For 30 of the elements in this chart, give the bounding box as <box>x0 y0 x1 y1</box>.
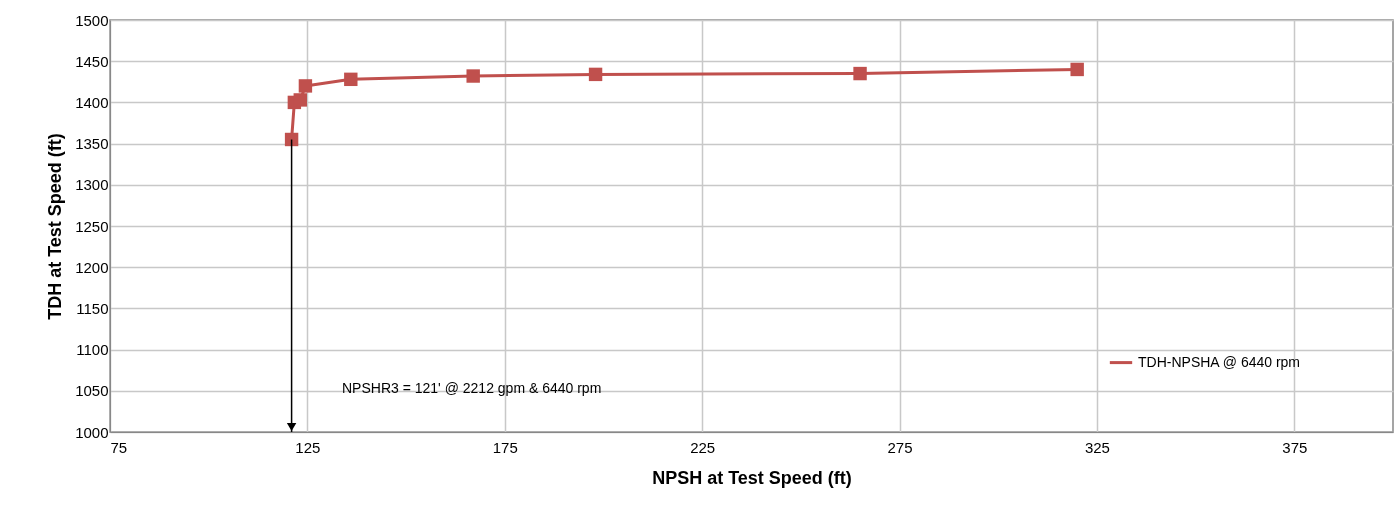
y-tick-label: 1450 <box>75 52 109 70</box>
point <box>298 79 313 93</box>
x-tick-label: 175 <box>492 438 518 456</box>
x-axis-title: NPSH at Test Speed (ft) <box>652 467 852 488</box>
point <box>588 67 603 82</box>
legend-label: TDH-NPSHA @ 6440 rpm <box>1138 353 1301 370</box>
y-tick-label: 1350 <box>75 135 109 153</box>
point <box>344 72 358 87</box>
y-tick-label: 1150 <box>76 299 109 317</box>
y-tick-label: 1100 <box>76 341 109 359</box>
x-tick-label: 325 <box>1084 438 1110 456</box>
y-tick-label: 1250 <box>75 217 109 235</box>
y-tick-label: 1300 <box>75 176 109 194</box>
point <box>284 132 299 147</box>
y-tick-label: 1000 <box>75 423 109 441</box>
x-tick-label: 75 <box>110 438 128 456</box>
x-tick-label: 225 <box>690 438 716 456</box>
y-tick-label: 1400 <box>75 93 109 111</box>
y-tick-label: 1200 <box>75 258 109 276</box>
y-tick-label: 1500 <box>75 11 109 29</box>
y-tick-label: 1050 <box>75 382 109 400</box>
x-tick-label: 125 <box>295 438 321 456</box>
y-axis-title: TDH at Test Speed (ft) <box>45 133 66 320</box>
point <box>293 93 307 107</box>
x-tick-label: 375 <box>1282 438 1308 456</box>
annotation: NPSHR3 = 121' @ 2212 gpm & 6440 rpm <box>342 380 602 396</box>
x-tick-label: 275 <box>887 438 913 456</box>
point <box>1070 62 1084 77</box>
point <box>853 66 867 81</box>
point <box>466 69 480 83</box>
